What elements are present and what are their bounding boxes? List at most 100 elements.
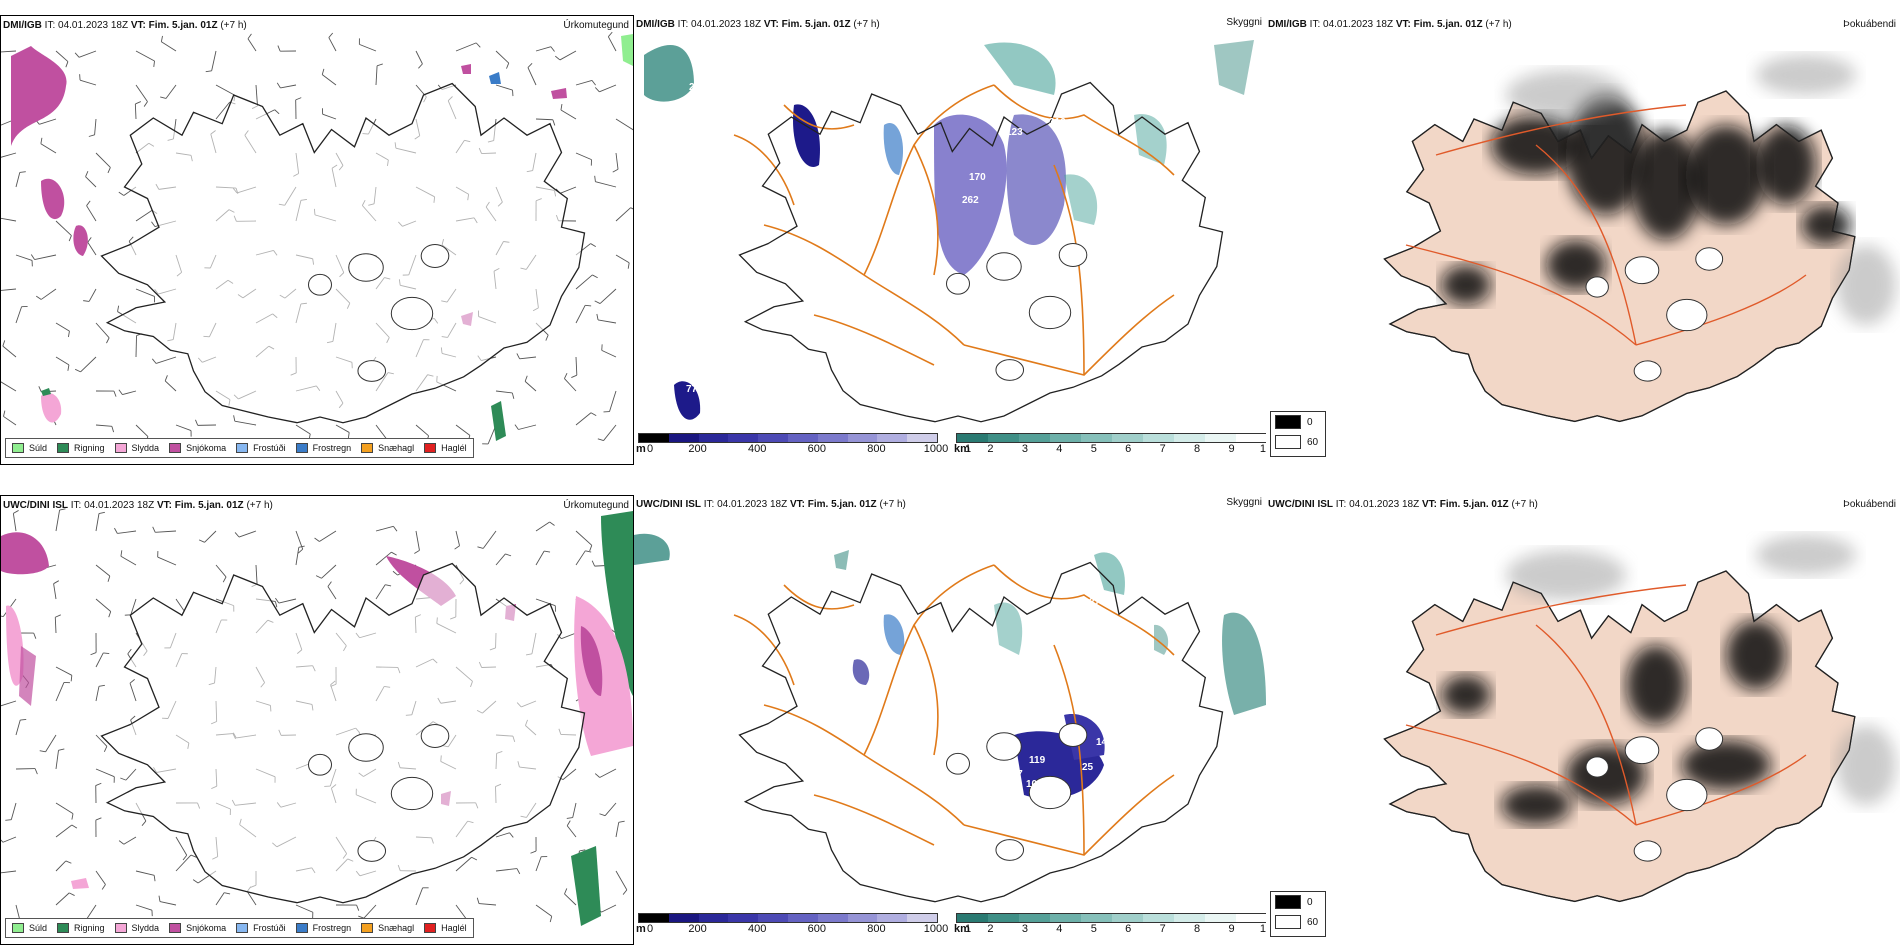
visibility-area xyxy=(1094,552,1125,595)
legend-swatch xyxy=(1275,915,1301,929)
legend-swatch xyxy=(236,923,249,933)
iceland-outline xyxy=(738,561,1224,903)
fog-legend: 0 60 xyxy=(1270,891,1326,937)
legend-item: Frostregn xyxy=(295,443,351,453)
visibility-value-label: 123 xyxy=(1006,127,1023,138)
panel-header: DMI/IGB IT: 04.01.2023 18Z VT: Fim. 5.ja… xyxy=(1268,19,1512,30)
scale-tick: 400 xyxy=(748,443,767,455)
scale-unit: m xyxy=(636,443,646,455)
vt-label: VT: xyxy=(156,500,172,511)
color-bar xyxy=(956,913,1266,923)
iceland-outline xyxy=(100,562,586,904)
visibility-area xyxy=(1064,174,1098,225)
lead-time: (+7 h) xyxy=(1511,499,1538,510)
lead-time: (+7 h) xyxy=(220,20,247,31)
iceland-outline xyxy=(738,81,1224,423)
legend-item: Frostúði xyxy=(236,443,286,453)
panel-title: Úrkomutegund xyxy=(563,500,629,511)
vt-label: VT: xyxy=(1421,499,1437,510)
map-fog-dmi xyxy=(1383,55,1896,423)
legend-item: Snjókoma xyxy=(169,443,226,453)
scale-tick: 2 xyxy=(987,923,994,935)
precip-area xyxy=(11,46,67,146)
scale-tick: 9 xyxy=(1228,443,1235,455)
legend-swatch xyxy=(12,923,24,933)
visibility-value-label: 206 xyxy=(1069,132,1086,143)
visibility-area xyxy=(1154,624,1169,655)
fog-legend: 0 60 xyxy=(1270,411,1326,457)
visibility-value-label: 119 xyxy=(1029,755,1046,766)
legend-label: Snjókoma xyxy=(186,443,227,453)
visibility-area xyxy=(1134,114,1167,165)
scale-tick: 200 xyxy=(688,443,707,455)
precip-area xyxy=(551,88,567,99)
precip-area xyxy=(601,511,633,696)
legend-label: Frostúði xyxy=(253,443,286,453)
lead-time: (+7 h) xyxy=(853,19,880,30)
legend-item: 60 xyxy=(1271,432,1325,452)
color-bar xyxy=(638,913,938,923)
legend-swatch xyxy=(57,923,70,933)
it-label: IT: xyxy=(70,500,82,511)
valid-time: Fim. 5.jan. 01Z xyxy=(1413,19,1483,30)
visibility-area xyxy=(634,533,670,565)
precip-area xyxy=(41,178,65,220)
legend-label: Slydda xyxy=(131,443,160,453)
visibility-areas xyxy=(644,40,1254,420)
panel-header: UWC/DINI ISL IT: 04.01.2023 18Z VT: Fim.… xyxy=(3,500,273,511)
panel-title: Þokuábendi xyxy=(1843,499,1896,510)
scale-tick: 1 xyxy=(964,443,972,455)
init-time: 04.01.2023 18Z xyxy=(1323,19,1394,30)
scale-tick: 600 xyxy=(807,443,826,455)
visibility-area xyxy=(883,123,904,175)
vt-label: VT: xyxy=(763,19,779,30)
lead-time: (+7 h) xyxy=(1485,19,1512,30)
legend-swatch xyxy=(236,443,249,453)
init-time: 04.01.2023 18Z xyxy=(691,19,762,30)
panel-header: DMI/IGB IT: 04.01.2023 18Z VT: Fim. 5.ja… xyxy=(636,19,880,30)
precip-area xyxy=(73,225,88,256)
legend-label: 0 xyxy=(1307,416,1313,428)
it-label: IT: xyxy=(44,20,56,31)
legend-label: Haglél xyxy=(441,443,467,453)
visibility-area xyxy=(852,659,870,685)
legend-swatch xyxy=(114,443,127,453)
model-name: UWC/DINI ISL xyxy=(3,500,68,511)
legend-item: Snjókoma xyxy=(169,923,226,933)
map-fog-uwc xyxy=(1383,535,1896,903)
scale-tick: 8 xyxy=(1194,443,1201,455)
scale-tick: 0 xyxy=(646,923,654,935)
scale-tick: 1000 xyxy=(923,443,949,455)
panel-fog-uwc: UWC/DINI ISL IT: 04.01.2023 18Z VT: Fim.… xyxy=(1266,495,1900,945)
valid-time: Fim. 5.jan. 01Z xyxy=(174,500,244,511)
init-time: 04.01.2023 18Z xyxy=(58,20,129,31)
visibility-area xyxy=(994,602,1023,655)
scale-tick: 600 xyxy=(807,923,826,935)
precip-area xyxy=(19,646,36,706)
color-bar xyxy=(638,433,938,443)
legend-label: Frostúði xyxy=(253,923,286,933)
legend-item: Slydda xyxy=(114,443,160,453)
precip-area xyxy=(571,846,601,926)
init-time: 04.01.2023 18Z xyxy=(717,499,788,510)
vt-label: VT: xyxy=(789,499,805,510)
model-name: DMI/IGB xyxy=(3,20,42,31)
visibility-area xyxy=(674,381,701,420)
legend-swatch xyxy=(295,443,308,453)
panel-header: UWC/DINI ISL IT: 04.01.2023 18Z VT: Fim.… xyxy=(1268,499,1538,510)
model-name: DMI/IGB xyxy=(636,19,675,30)
vt-label: VT: xyxy=(1395,19,1411,30)
init-time: 04.01.2023 18Z xyxy=(1349,499,1420,510)
scale-tick: 1000 xyxy=(923,923,949,935)
scale-tick: 2 xyxy=(987,443,994,455)
precip-type-legend: Súld Rigning Slydda Snjókoma Frostúði Frostre… xyxy=(5,918,474,938)
legend-label: Frostregn xyxy=(312,923,352,933)
legend-swatch xyxy=(361,923,374,933)
legend-swatch xyxy=(1275,895,1301,909)
road-network xyxy=(733,564,1175,856)
legend-label: Slydda xyxy=(131,923,160,933)
scale-tick: 7 xyxy=(1159,923,1166,935)
scale-tick: 10 xyxy=(1259,923,1266,935)
